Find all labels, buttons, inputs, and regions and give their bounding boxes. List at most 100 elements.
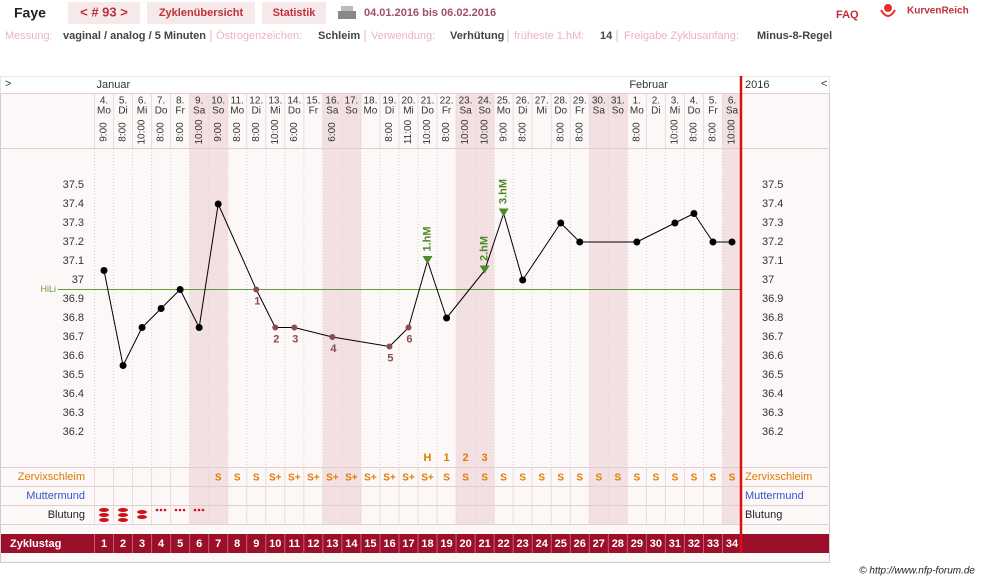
bleeding-medium: [137, 510, 147, 514]
weekday-label: Mo: [363, 106, 377, 117]
mucus-symbol: S: [253, 473, 260, 484]
date-label: 6.: [728, 96, 736, 107]
temp-line: [160, 289, 181, 309]
setting-value: 14: [600, 30, 613, 42]
month-row: [0, 76, 830, 94]
setting-value: Minus-8-Regel: [757, 30, 832, 42]
time-label: 8:00: [156, 122, 167, 142]
temp-point: [671, 219, 679, 227]
weekday-label: Fr: [708, 106, 718, 117]
weekend-shade: [456, 93, 476, 524]
mucus-symbol: S: [653, 473, 660, 484]
date-label: 16.: [325, 96, 339, 107]
weekday-label: Do: [688, 106, 701, 117]
weekday-label: Mo: [230, 106, 244, 117]
date-label: 9.: [195, 96, 203, 107]
hm-marker: [498, 208, 509, 217]
weekday-label: Do: [554, 106, 567, 117]
chart-frame: [0, 76, 830, 563]
cycle-day: 11: [288, 538, 300, 550]
cycle-day: 16: [383, 538, 395, 550]
temp-point-low: [291, 324, 298, 331]
weekend-shade: [322, 93, 342, 524]
temp-point-low: [386, 343, 393, 350]
user-name: Faye: [14, 5, 46, 21]
cycle-nav-bg[interactable]: [68, 2, 140, 24]
date-label: 17.: [344, 96, 358, 107]
bleeding-heavy: [99, 513, 109, 517]
cycle-nav[interactable]: < # 93 >: [80, 4, 128, 19]
date-label: 13.: [268, 96, 282, 107]
weekend-shade: [341, 93, 361, 524]
temp-point: [690, 210, 698, 217]
y-tick-label: 36.6: [63, 350, 84, 362]
mucus-symbol: S: [614, 473, 621, 484]
low-label: 4: [330, 343, 337, 355]
time-label: 8:00: [631, 122, 642, 142]
cycle-day: 18: [421, 538, 433, 550]
mucus-symbol: S: [729, 473, 736, 484]
mucus-symbol: S+: [383, 473, 396, 484]
tab[interactable]: Zyklenübersicht: [159, 7, 244, 19]
setting-label: Freigabe Zyklusanfang:: [624, 30, 739, 42]
temp-line: [294, 327, 333, 338]
temp-line: [389, 327, 409, 347]
faq-link[interactable]: FAQ: [836, 9, 859, 21]
temp-point-low: [272, 324, 279, 331]
setting-label: früheste 1.hM:: [514, 30, 584, 42]
weekday-label: Sa: [193, 106, 206, 117]
weekday-label: Fr: [309, 106, 319, 117]
weekday-label: Mo: [497, 106, 511, 117]
cycle-day: 9: [253, 538, 259, 550]
cycle-day: 6: [196, 538, 202, 550]
nav-right[interactable]: <: [821, 78, 827, 90]
temp-point-low: [405, 324, 412, 331]
bleeding-heavy: [118, 508, 128, 512]
tab[interactable]: Statistik: [273, 7, 317, 19]
time-label: 8:00: [708, 122, 719, 142]
nav-left[interactable]: >: [5, 78, 11, 90]
date-label: 4.: [100, 96, 108, 107]
date-label: 6.: [138, 96, 146, 107]
weekend-shade: [589, 93, 609, 524]
y-tick-label: 37: [72, 274, 84, 286]
weekend-shade: [208, 93, 228, 524]
weekday-label: Sa: [593, 106, 606, 117]
tab-bg[interactable]: [147, 2, 255, 24]
date-label: 5.: [709, 96, 717, 107]
date-label: 22.: [440, 96, 454, 107]
spotting: [155, 508, 159, 512]
temp-line: [503, 213, 524, 281]
temp-line: [427, 260, 448, 319]
weekday-label: Do: [155, 106, 168, 117]
cycle-day: 17: [402, 538, 414, 550]
tab-bg[interactable]: [262, 2, 326, 24]
cycle-day: 25: [555, 538, 567, 550]
y-tick-label: 36.7: [762, 331, 783, 343]
cycle-day: 23: [517, 538, 529, 550]
bleeding-heavy: [99, 518, 109, 522]
date-label: 23.: [459, 96, 473, 107]
temp-point: [119, 362, 127, 369]
cycle-day: 1: [101, 538, 107, 550]
weekday-label: So: [345, 106, 358, 117]
cycle-day: 24: [536, 538, 549, 550]
cycle-day: 8: [234, 538, 240, 550]
month-label: Januar: [97, 79, 131, 91]
temp-point-low: [329, 334, 336, 340]
low-label: 1: [254, 295, 260, 307]
hm-label: 2.hM: [479, 236, 491, 261]
date-range: 04.01.2016 bis 06.02.2016: [364, 7, 496, 19]
cycle-day: 22: [498, 538, 510, 550]
cycle-day: 28: [612, 538, 624, 550]
y-tick-label: 36.9: [63, 293, 84, 305]
logo-text[interactable]: KurvenReich: [907, 6, 969, 17]
weekday-label: Mi: [670, 106, 681, 117]
date-label: 27.: [535, 96, 549, 107]
print-icon[interactable]: [338, 6, 356, 19]
mucus-symbol: S: [234, 473, 241, 484]
temp-line: [636, 222, 676, 243]
mucus-symbol: S: [634, 473, 641, 484]
time-label: 10:00: [422, 119, 433, 144]
